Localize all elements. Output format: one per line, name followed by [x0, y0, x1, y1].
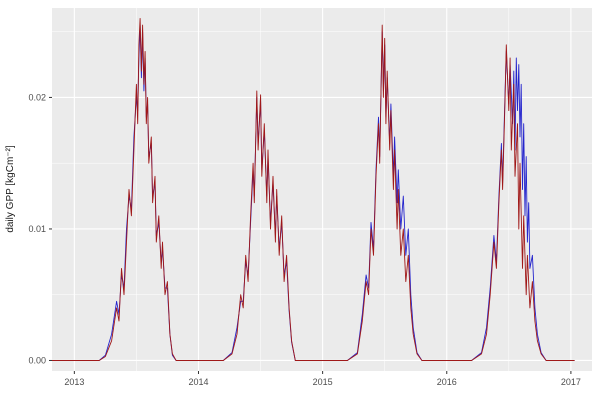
x-tick-label: 2014	[188, 377, 208, 387]
x-tick-label: 2016	[437, 377, 457, 387]
y-tick-label: 0.01	[28, 224, 46, 234]
x-tick-label: 2015	[313, 377, 333, 387]
x-tick-label: 2013	[64, 377, 84, 387]
plot-panel	[52, 8, 592, 371]
y-tick-label: 0.02	[28, 92, 46, 102]
plot-panel-group: 2013 2014 2015 2016 2017 0.00 0.01 0.02	[28, 8, 592, 387]
x-tick-label: 2017	[561, 377, 581, 387]
y-axis-title: daily GPP [kgCm⁻²]	[5, 145, 16, 233]
y-tick-label: 0.00	[28, 355, 46, 365]
series-red	[52, 18, 575, 361]
